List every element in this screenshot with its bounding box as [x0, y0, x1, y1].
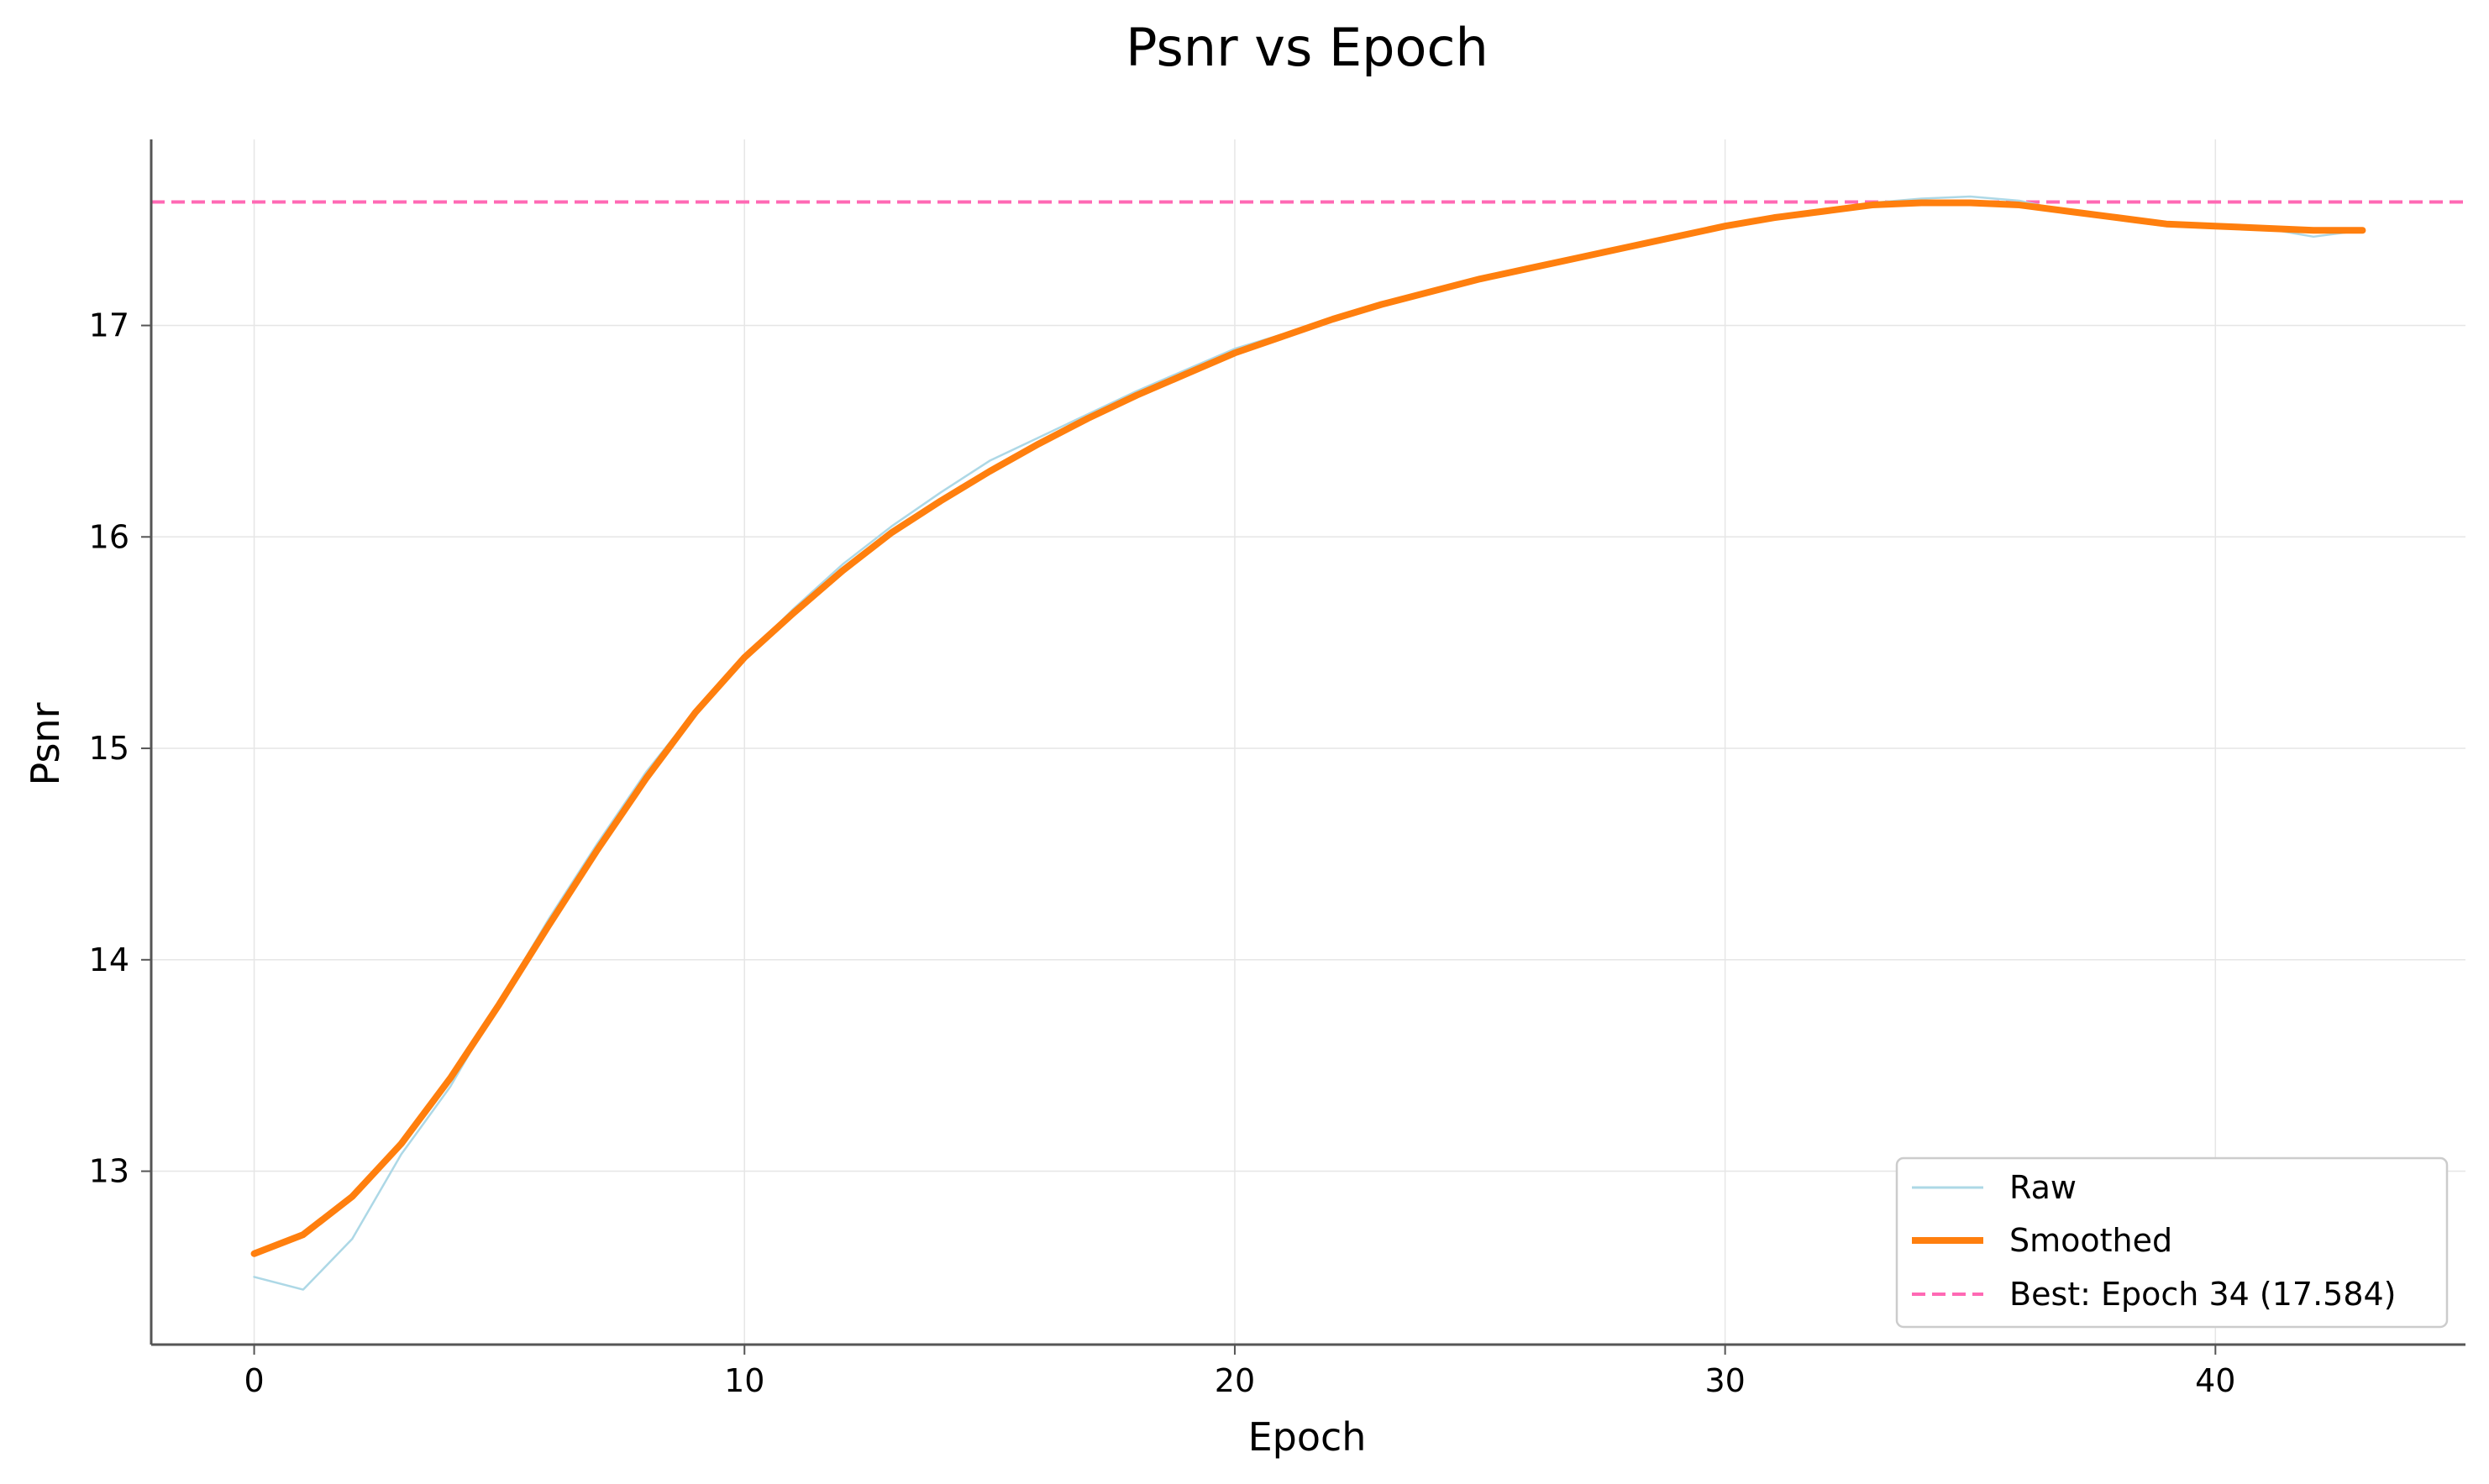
legend-label-raw: Raw: [2009, 1169, 2077, 1206]
chart-title: Psnr vs Epoch: [1126, 17, 1489, 78]
grid-layer: [151, 139, 2465, 1345]
x-tick-label: 0: [244, 1362, 264, 1399]
y-tick-label: 13: [89, 1153, 129, 1190]
legend: Raw Smoothed Best: Epoch 34 (17.584): [1895, 1156, 2449, 1329]
legend-label-best: Best: Epoch 34 (17.584): [2009, 1276, 2397, 1313]
x-tick-label: 30: [1704, 1362, 1745, 1399]
y-tick-label: 16: [89, 518, 129, 555]
x-axis-label: Epoch: [1248, 1414, 1367, 1460]
y-tick-label: 17: [89, 307, 129, 344]
legend-label-smoothed: Smoothed: [2009, 1222, 2172, 1259]
x-tick-label: 20: [1215, 1362, 1255, 1399]
series-line-smoothed: [250, 199, 2366, 1257]
x-tick-label: 40: [2195, 1362, 2235, 1399]
series-layer: [250, 195, 2366, 1291]
legend-box: [1895, 1156, 2449, 1329]
tick-layer: 0 10 20 30 40 13 14 15 16 17: [89, 307, 2236, 1399]
series-line-raw: [253, 195, 2364, 1291]
y-axis-label: Psnr: [23, 702, 68, 785]
x-tick-label: 10: [724, 1362, 764, 1399]
y-tick-label: 15: [89, 730, 129, 767]
y-tick-label: 14: [89, 941, 129, 978]
